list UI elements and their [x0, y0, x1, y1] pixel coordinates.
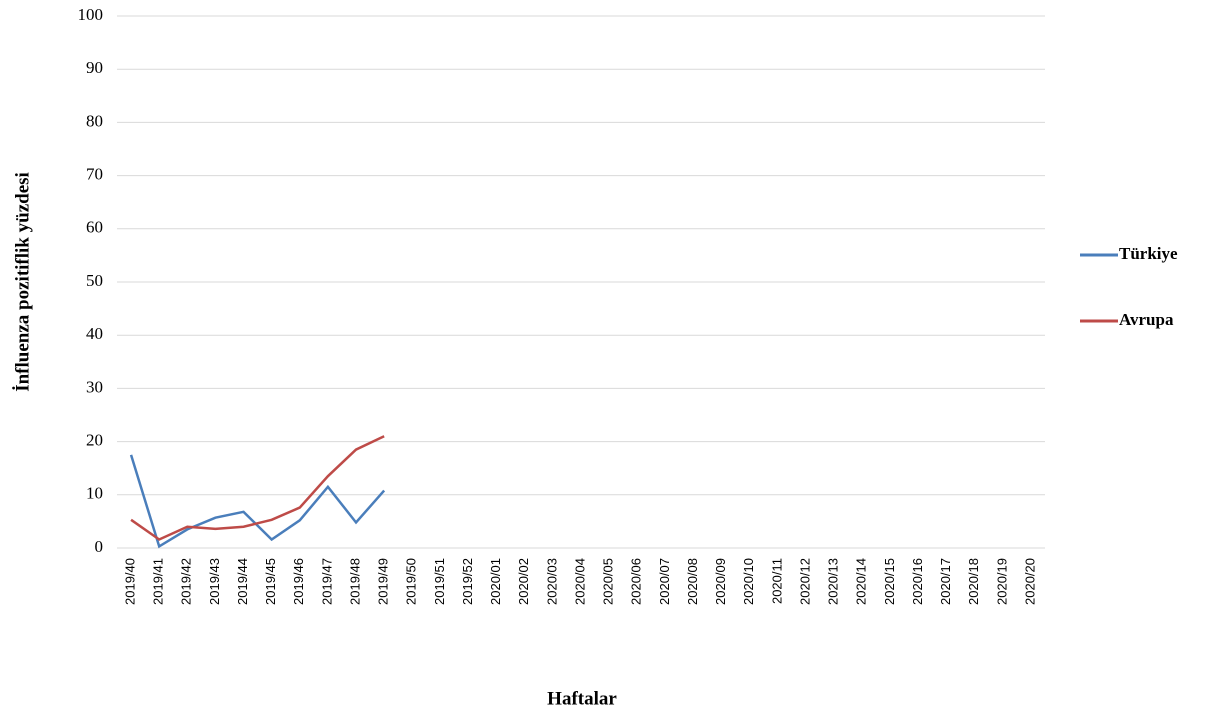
y-tick-label: 70 — [86, 165, 103, 184]
x-axis-title: Haftalar — [547, 688, 617, 709]
x-tick-label: 2020/12 — [797, 558, 812, 605]
x-tick-label: 2019/45 — [263, 558, 278, 605]
y-tick-label: 40 — [86, 324, 103, 343]
x-tick-label: 2019/48 — [347, 558, 362, 605]
x-tick-label: 2019/52 — [460, 558, 475, 605]
x-tick-label: 2019/44 — [235, 558, 250, 605]
series-line — [130, 435, 385, 541]
y-tick-label: 10 — [86, 484, 103, 503]
x-tick-label: 2020/05 — [601, 558, 616, 605]
legend-label: Türkiye — [1119, 244, 1178, 263]
y-tick-label: 100 — [78, 5, 104, 24]
y-tick-label: 30 — [86, 377, 103, 396]
x-tick-label: 2019/46 — [291, 558, 306, 605]
y-tick-label: 20 — [86, 431, 103, 450]
x-tick-label: 2020/09 — [713, 558, 728, 605]
x-tick-label: 2020/14 — [854, 558, 869, 605]
y-tick-label: 60 — [86, 218, 103, 237]
x-tick-label: 2019/40 — [122, 558, 137, 605]
x-tick-label: 2020/16 — [910, 558, 925, 605]
x-tick-label: 2020/03 — [544, 558, 559, 605]
x-tick-label: 2019/43 — [207, 558, 222, 605]
y-axis-title: İnfluenza pozitiflik yüzdesi — [12, 172, 33, 392]
x-tick-label: 2019/42 — [179, 558, 194, 605]
x-tick-label: 2020/08 — [685, 558, 700, 605]
x-tick-label: 2020/06 — [629, 558, 644, 605]
x-tick-label: 2019/50 — [404, 558, 419, 605]
series-line — [129, 454, 386, 549]
x-tick-label: 2020/07 — [657, 558, 672, 605]
y-tick-label: 80 — [86, 111, 103, 130]
x-tick-label: 2020/19 — [994, 558, 1009, 605]
x-tick-label: 2019/49 — [376, 558, 391, 605]
x-tick-label: 2020/01 — [488, 558, 503, 605]
legend-label: Avrupa — [1119, 310, 1174, 329]
y-tick-label: 50 — [86, 271, 103, 290]
x-tick-label: 2020/04 — [572, 558, 587, 605]
x-tick-label: 2020/18 — [966, 558, 981, 605]
x-tick-label: 2019/47 — [319, 558, 334, 605]
x-tick-label: 2020/10 — [741, 558, 756, 605]
x-tick-label: 2019/41 — [151, 558, 166, 605]
y-tick-label: 0 — [95, 537, 104, 556]
x-tick-label: 2019/51 — [432, 558, 447, 605]
y-tick-label: 90 — [86, 58, 103, 77]
x-tick-label: 2020/20 — [1022, 558, 1037, 605]
x-tick-label: 2020/15 — [882, 558, 897, 605]
x-tick-label: 2020/17 — [938, 558, 953, 605]
x-tick-label: 2020/13 — [826, 558, 841, 605]
x-tick-label: 2020/11 — [769, 558, 784, 604]
x-tick-label: 2020/02 — [516, 558, 531, 605]
